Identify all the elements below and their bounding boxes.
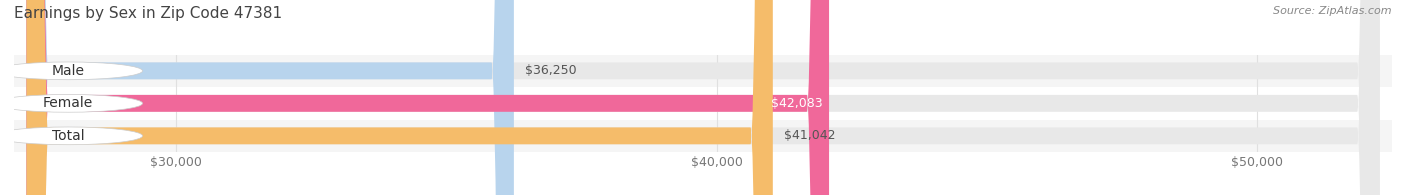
Bar (14, 55, 1392, 87)
Text: $42,083: $42,083 (770, 97, 823, 110)
FancyBboxPatch shape (27, 0, 830, 195)
Bar (14, 120, 1392, 152)
Text: Total: Total (52, 129, 84, 143)
Text: $36,250: $36,250 (524, 64, 576, 77)
Text: $41,042: $41,042 (783, 129, 835, 142)
Text: Source: ZipAtlas.com: Source: ZipAtlas.com (1274, 6, 1392, 16)
Text: Male: Male (52, 64, 84, 78)
Ellipse shape (0, 95, 142, 112)
FancyBboxPatch shape (27, 0, 513, 195)
FancyBboxPatch shape (27, 0, 1379, 195)
FancyBboxPatch shape (27, 0, 1379, 195)
Ellipse shape (0, 127, 142, 145)
Ellipse shape (0, 62, 142, 80)
FancyBboxPatch shape (27, 0, 773, 195)
Text: Earnings by Sex in Zip Code 47381: Earnings by Sex in Zip Code 47381 (14, 6, 283, 21)
Text: Female: Female (44, 96, 93, 110)
FancyBboxPatch shape (27, 0, 1379, 195)
Bar (14, 87, 1392, 120)
